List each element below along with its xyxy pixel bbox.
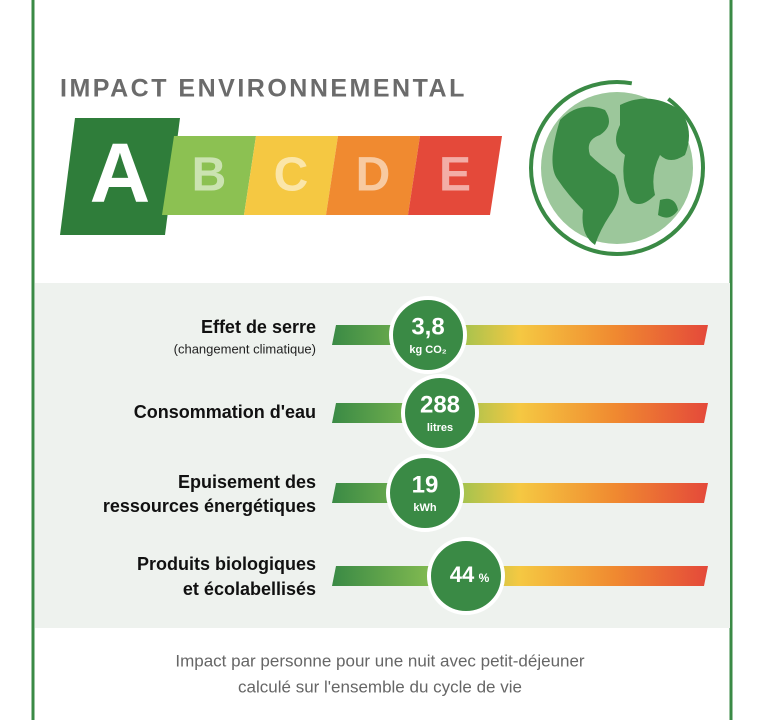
- value: 19: [412, 471, 439, 498]
- grade-box: [162, 136, 256, 215]
- grade-box: [326, 136, 420, 215]
- unit: litres: [427, 422, 453, 434]
- value-badge: [401, 374, 479, 452]
- indicator-label: Effet de serre: [201, 317, 316, 337]
- indicator-label: Produits biologiques: [137, 554, 316, 574]
- grade-box: [60, 118, 180, 235]
- value: 44: [450, 562, 475, 587]
- indicator-label: et écolabellisés: [183, 579, 316, 599]
- indicator-label: ressources énergétiques: [103, 496, 316, 516]
- gradient-bar: [332, 566, 708, 586]
- gradient-bar: [332, 403, 708, 423]
- value: 3,8: [411, 313, 444, 340]
- grade-letter: C: [274, 149, 309, 202]
- grade-letter: B: [192, 149, 227, 202]
- globe: [529, 80, 705, 256]
- unit: kWh: [413, 502, 437, 514]
- value: 288: [420, 391, 460, 418]
- title: IMPACT ENVIRONNEMENTAL: [60, 75, 467, 103]
- value-badge: [386, 454, 464, 532]
- indicator-label: Epuisement des: [178, 472, 316, 492]
- value-badge: [427, 537, 505, 615]
- indicator-sublabel: (changement climatique): [174, 341, 316, 356]
- footer-line: calculé sur l'ensemble du cycle de vie: [238, 677, 522, 696]
- grade-letter: A: [90, 126, 151, 220]
- value-badge: [389, 296, 467, 374]
- unit: %: [479, 571, 490, 585]
- grade-box: [408, 136, 502, 215]
- grade-letter: E: [439, 149, 471, 202]
- indicator-label: Consommation d'eau: [134, 402, 316, 422]
- unit: kg CO₂: [409, 344, 446, 356]
- grade-box: [244, 136, 338, 215]
- gradient-bar: [332, 325, 708, 345]
- footer-line: Impact par personne pour une nuit avec p…: [175, 651, 585, 670]
- grade-letter: D: [356, 149, 391, 202]
